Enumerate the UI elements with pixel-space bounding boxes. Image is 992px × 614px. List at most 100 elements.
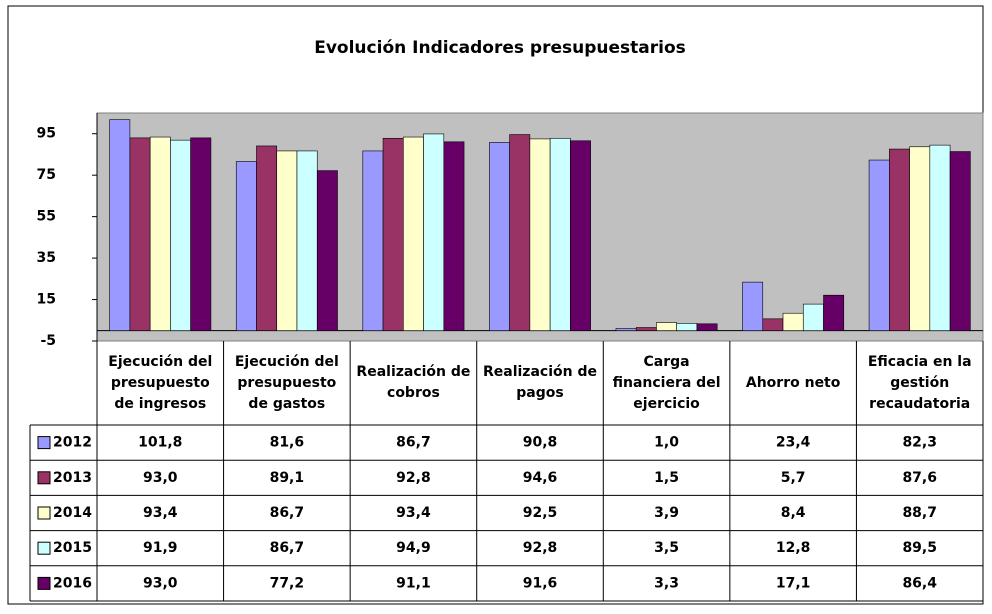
y-tick-label: 75 [37, 167, 56, 183]
table-value: 1,0 [654, 435, 679, 451]
legend-swatch [37, 471, 51, 485]
table-value: 91,9 [143, 540, 178, 556]
table-value: 86,7 [270, 540, 305, 556]
table-value: 3,9 [654, 505, 679, 521]
bar [529, 138, 551, 331]
table-value: 89,5 [902, 540, 937, 556]
bar [256, 145, 278, 331]
table-value: 92,8 [523, 540, 558, 556]
bar [782, 312, 804, 331]
bar [316, 170, 338, 331]
table-value: 87,6 [902, 470, 937, 486]
bar [570, 140, 591, 331]
category-label-box: Ejecución del presupuesto de ingresos [108, 353, 213, 412]
x-tick-label: Ejecución del presupuesto de gastos [234, 353, 339, 412]
table-value: 3,3 [654, 575, 679, 591]
category-label-box: Ejecución del presupuesto de gastos [234, 353, 339, 412]
bar [235, 161, 257, 331]
table-value: 77,2 [270, 575, 305, 591]
table-value: 94,9 [396, 540, 431, 556]
bar [868, 159, 890, 331]
table-value: 91,6 [523, 575, 558, 591]
y-tick-label: 15 [37, 292, 56, 308]
table-value: 1,5 [654, 470, 679, 486]
legend-swatch [37, 436, 51, 450]
bar [949, 151, 971, 331]
table-value: 82,3 [902, 435, 937, 451]
table-value: 81,6 [270, 435, 305, 451]
bar [362, 150, 384, 331]
legend-label: 2012 [53, 435, 92, 451]
bar [296, 150, 318, 331]
bar [802, 303, 824, 331]
table-value: 86,7 [396, 435, 431, 451]
x-tick-label: Realización de pagos [482, 364, 597, 401]
table-value: 90,8 [523, 435, 558, 451]
bar [656, 322, 677, 331]
chart-title: Evolución Indicadores presupuestarios [314, 38, 686, 58]
legend-label: 2013 [53, 470, 92, 486]
table-value: 93,0 [143, 575, 178, 591]
bar [190, 137, 212, 331]
y-tick-label: -5 [40, 333, 56, 349]
table-value: 5,7 [781, 470, 806, 486]
legend-label: 2016 [53, 575, 92, 591]
category-label-box: Ahorro neto [745, 374, 841, 391]
legend-label: 2014 [53, 505, 92, 521]
table-value: 12,8 [776, 540, 811, 556]
bar [489, 142, 510, 331]
bar [742, 281, 764, 331]
y-tick-label: 95 [37, 126, 56, 142]
category-label-box: Eficacia en la gestión recaudatoria [867, 353, 972, 412]
table-value: 92,5 [523, 505, 558, 521]
x-tick-label: Eficacia en la gestión recaudatoria [867, 353, 972, 412]
category-label-box: Carga financiera del ejercicio [612, 353, 721, 412]
table-value: 101,8 [138, 435, 182, 451]
table-value: 23,4 [776, 435, 811, 451]
bar [696, 323, 718, 331]
x-tick-label: Ahorro neto [745, 374, 841, 391]
bar [635, 327, 657, 331]
bar [823, 294, 845, 331]
table-value: 86,4 [902, 575, 937, 591]
legend-label: 2015 [53, 540, 92, 556]
bar [423, 133, 445, 331]
bar [762, 318, 784, 331]
table-value: 93,0 [143, 470, 178, 486]
table-value: 17,1 [776, 575, 811, 591]
table-value: 92,8 [396, 470, 431, 486]
y-tick-label: 55 [37, 209, 56, 225]
table-value: 91,1 [396, 575, 431, 591]
bar [403, 136, 424, 331]
bar [676, 323, 698, 331]
table-value: 89,1 [270, 470, 305, 486]
bar [382, 137, 404, 331]
table-value: 93,4 [396, 505, 431, 521]
bar [276, 150, 298, 331]
table-value: 3,5 [654, 540, 679, 556]
legend-swatch [37, 506, 51, 520]
legend-swatch [37, 576, 51, 590]
legend-swatch [37, 541, 51, 555]
bar [149, 136, 171, 331]
x-tick-label: Ejecución del presupuesto de ingresos [108, 353, 213, 412]
bar [129, 137, 151, 331]
bar [549, 137, 571, 331]
x-tick-label: Realización de cobros [356, 364, 471, 401]
x-tick-label: Carga financiera del ejercicio [612, 353, 721, 412]
bar [615, 328, 637, 331]
bar [109, 119, 131, 331]
category-label-box: Realización de cobros [356, 364, 471, 401]
table-value: 94,6 [523, 470, 558, 486]
bar [443, 141, 465, 331]
table-value: 86,7 [270, 505, 305, 521]
table-value: 88,7 [902, 505, 937, 521]
bar [929, 144, 951, 331]
table-value: 93,4 [143, 505, 178, 521]
table-value: 8,4 [781, 505, 806, 521]
bar [509, 134, 531, 331]
bar [889, 148, 910, 331]
bar [909, 146, 931, 331]
category-label-box: Realización de pagos [482, 364, 597, 401]
